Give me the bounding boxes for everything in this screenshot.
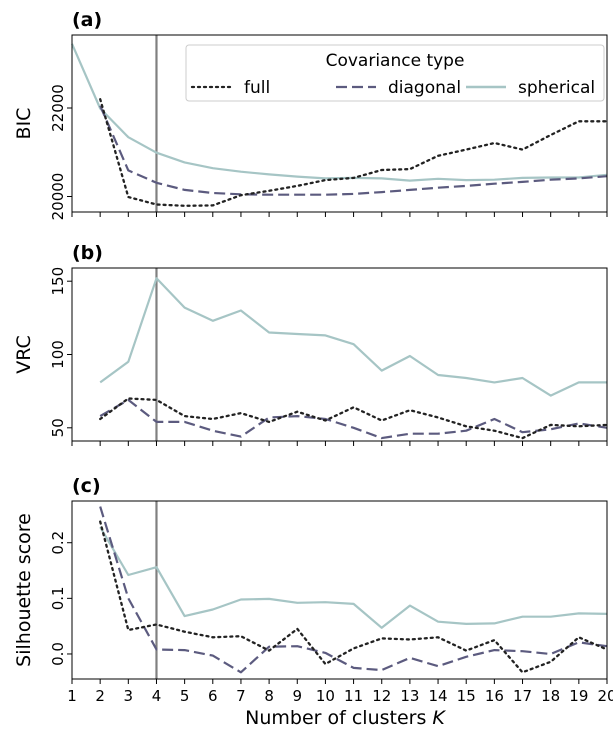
x-tick-label: 1 — [67, 687, 77, 705]
legend-title: Covariance type — [326, 51, 465, 71]
panel-label: (b) — [72, 242, 103, 264]
plot-frame — [71, 500, 608, 680]
x-tick-label: 14 — [429, 687, 448, 705]
x-tick-label: 4 — [152, 687, 162, 705]
panel-3: 1 2 3 4 5 6 7 8 9 10 11 12 13 14 15 16 17 18 19 200.00.10.2… — [13, 475, 613, 705]
y-tick-label: 0.2 — [49, 531, 67, 555]
y-tick-label: 150 — [49, 267, 67, 296]
x-tick-label: 8 — [264, 687, 274, 705]
x-tick-label: 16 — [485, 687, 504, 705]
y-tick-label: 20000 — [49, 173, 67, 221]
legend-label-full: full — [244, 78, 270, 98]
y-tick-label: 22000 — [49, 84, 67, 132]
y-tick-label: 0.1 — [49, 586, 67, 610]
plot-frame — [71, 34, 608, 213]
x-tick-label: 12 — [372, 687, 391, 705]
y-axis-label: VRC — [13, 335, 35, 374]
series-full-line — [99, 397, 609, 440]
series-spherical-line — [99, 526, 608, 629]
series-full-line — [99, 520, 609, 674]
x-tick-label: 20 — [597, 687, 613, 705]
x-tick-label: 13 — [400, 687, 419, 705]
y-axis-label: Silhouette score — [13, 513, 35, 667]
series-diagonal-line — [99, 506, 608, 674]
x-tick-label: 15 — [457, 687, 476, 705]
panel-1: 20000 22000 BIC (a) — [13, 9, 609, 221]
y-tick-label: 50 — [49, 418, 67, 437]
y-tick-label: 100 — [49, 340, 67, 369]
panel-label: (a) — [72, 9, 102, 31]
legend: Covariance type full diagonal spherical — [185, 44, 605, 102]
x-tick-label: 7 — [236, 687, 246, 705]
y-axis-label: BIC — [13, 108, 35, 140]
x-tick-label: 2 — [95, 687, 105, 705]
x-tick-label: 18 — [541, 687, 560, 705]
series-full-line — [99, 98, 609, 207]
x-tick-label: 19 — [569, 687, 588, 705]
x-axis-label: Number of clusters K — [245, 707, 446, 729]
panel-label: (c) — [72, 475, 101, 497]
x-tick-label: 6 — [208, 687, 218, 705]
panel-2: 50 100 150 VRC (b) — [13, 242, 609, 446]
series-diagonal-line — [99, 398, 608, 440]
y-tick-label: 0.0 — [49, 642, 67, 666]
x-tick-label: 11 — [344, 687, 363, 705]
x-tick-label: 17 — [513, 687, 532, 705]
x-tick-label: 10 — [316, 687, 335, 705]
x-tick-label: 9 — [292, 687, 302, 705]
series-diagonal-line — [99, 105, 608, 196]
x-tick-label: 5 — [180, 687, 190, 705]
legend-label-spherical: spherical — [518, 78, 595, 98]
x-tick-label: 3 — [124, 687, 134, 705]
series-spherical-line — [99, 277, 607, 397]
legend-label-diagonal: diagonal — [388, 78, 461, 98]
